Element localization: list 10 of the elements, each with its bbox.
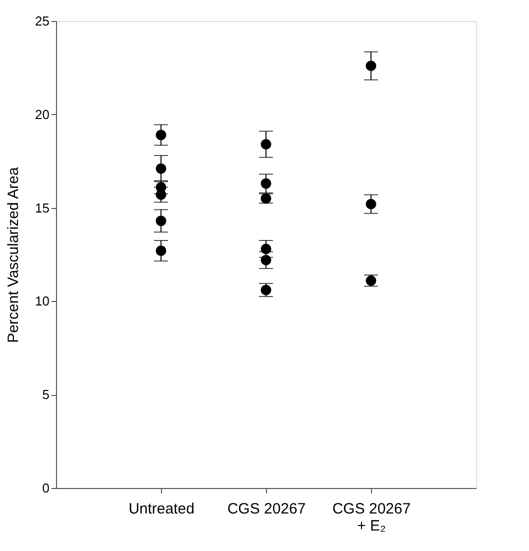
y-tick-label: 5 — [42, 387, 50, 402]
y-axis-title: Percent Vascularized Area — [5, 166, 22, 343]
y-tick-label: 20 — [35, 106, 50, 122]
y-tick-label: 10 — [35, 294, 50, 309]
y-tick-label: 25 — [35, 14, 50, 28]
y-tick-label: 0 — [42, 480, 50, 496]
x-tick-label: CGS 20267 + E₂ — [332, 500, 411, 534]
x-tick-label: Untreated — [128, 500, 194, 518]
x-tick-label: CGS 20267 — [227, 500, 306, 518]
y-tick-label: 15 — [35, 200, 50, 216]
